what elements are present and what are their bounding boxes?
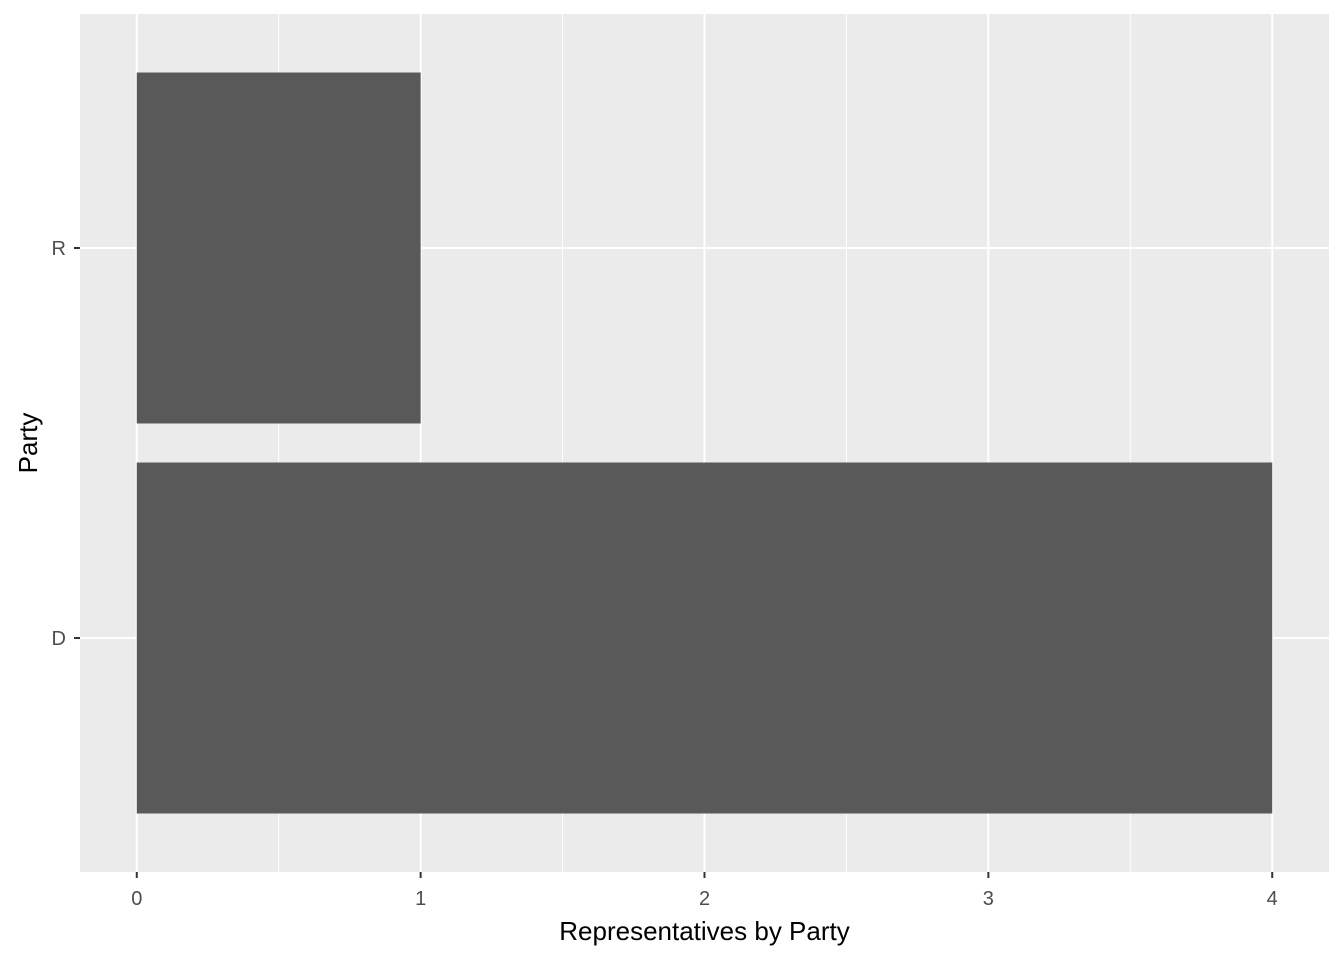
x-tick-label: 2: [699, 888, 710, 910]
x-axis: 0 1 2 3 4: [131, 872, 1278, 910]
x-tick-label: 1: [415, 888, 426, 910]
y-axis: DR: [52, 238, 80, 650]
bar-R: [136, 72, 421, 424]
y-tick-label: D: [52, 628, 66, 650]
x-tick-label: 4: [1267, 888, 1278, 910]
y-tick-label: R: [52, 238, 66, 260]
y-axis-title: Party: [13, 413, 43, 474]
bar-D: [136, 462, 1273, 814]
x-tick-label: 0: [131, 888, 142, 910]
x-tick-label: 3: [983, 888, 994, 910]
x-axis-title: Representatives by Party: [559, 916, 849, 946]
bars: [136, 72, 1273, 814]
